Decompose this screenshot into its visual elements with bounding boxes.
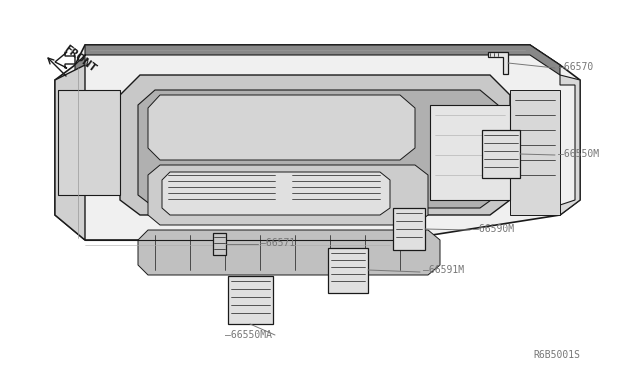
Polygon shape xyxy=(85,45,560,80)
Polygon shape xyxy=(120,75,510,215)
Polygon shape xyxy=(213,233,226,255)
Text: FRONT: FRONT xyxy=(62,44,98,74)
Text: —66550MA: —66550MA xyxy=(225,330,272,340)
Polygon shape xyxy=(228,276,273,324)
Text: —66571: —66571 xyxy=(260,238,295,248)
Polygon shape xyxy=(55,45,580,240)
Polygon shape xyxy=(488,52,508,74)
Text: —66590M: —66590M xyxy=(473,224,514,234)
Polygon shape xyxy=(148,165,428,225)
Polygon shape xyxy=(58,90,120,195)
Text: —66570: —66570 xyxy=(558,62,593,72)
Polygon shape xyxy=(393,208,425,250)
Polygon shape xyxy=(510,90,560,215)
Polygon shape xyxy=(55,65,85,240)
Polygon shape xyxy=(328,248,368,293)
Ellipse shape xyxy=(300,106,360,151)
Polygon shape xyxy=(138,90,498,208)
Text: —66591M: —66591M xyxy=(423,265,464,275)
Polygon shape xyxy=(560,75,580,215)
Text: R6B5001S: R6B5001S xyxy=(533,350,580,360)
Circle shape xyxy=(64,117,114,167)
Polygon shape xyxy=(482,130,520,178)
Ellipse shape xyxy=(180,106,240,151)
Polygon shape xyxy=(138,230,440,275)
Bar xyxy=(455,148,485,156)
Polygon shape xyxy=(430,105,510,200)
Polygon shape xyxy=(162,172,390,215)
Polygon shape xyxy=(148,95,415,160)
Text: —66550M: —66550M xyxy=(558,149,599,159)
Polygon shape xyxy=(75,45,560,75)
